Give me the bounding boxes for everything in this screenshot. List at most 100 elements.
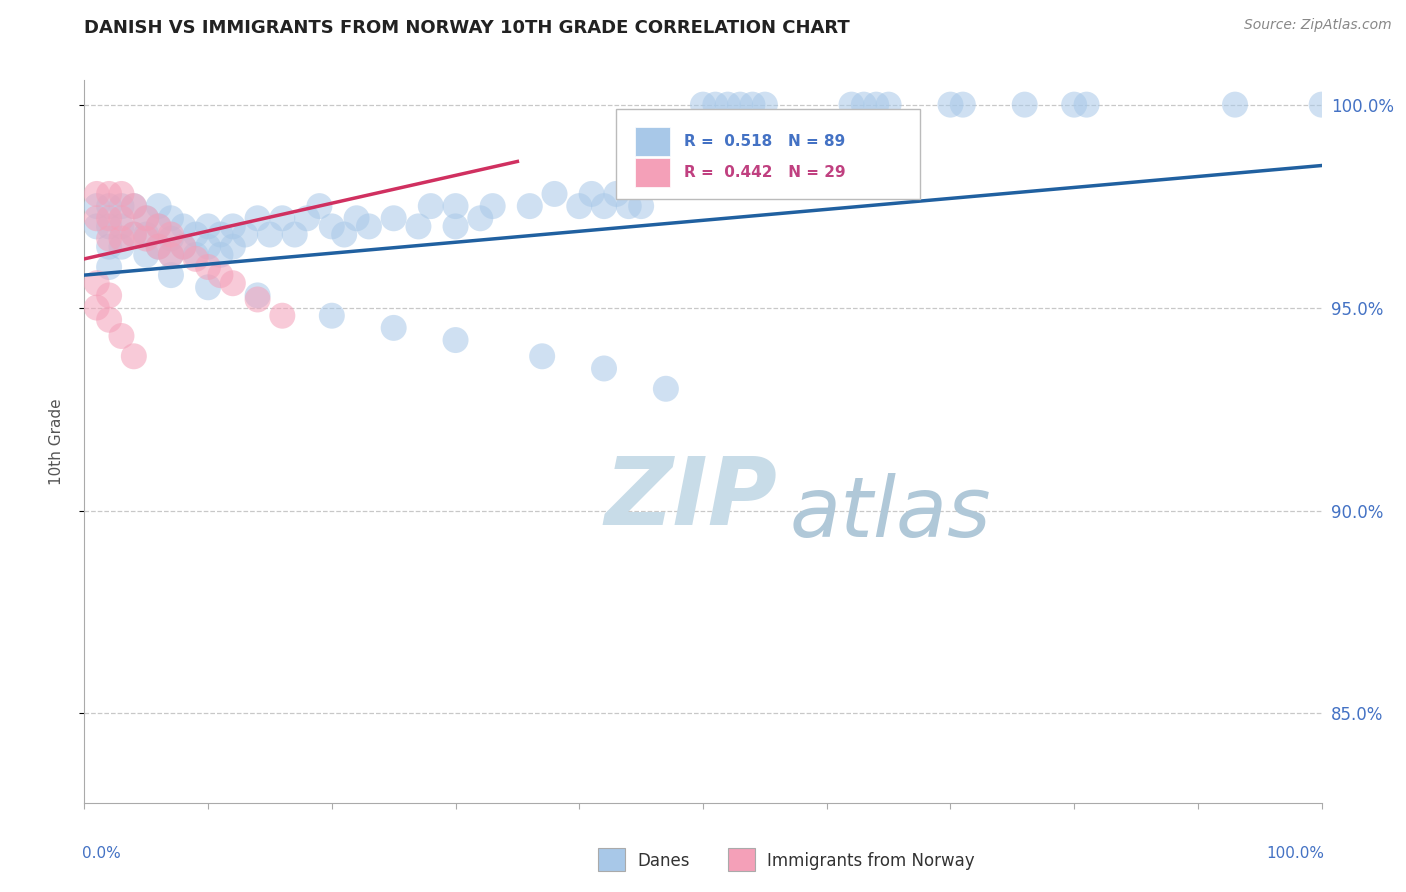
Point	[617, 199, 640, 213]
Point	[110, 211, 132, 226]
Point	[160, 268, 183, 282]
Point	[98, 219, 121, 234]
Point	[728, 97, 751, 112]
Text: ZIP: ZIP	[605, 453, 778, 545]
Point	[135, 211, 157, 226]
Point	[271, 211, 294, 226]
Point	[470, 211, 492, 226]
Bar	[636, 158, 669, 187]
Point	[284, 227, 307, 242]
Point	[630, 199, 652, 213]
Text: DANISH VS IMMIGRANTS FROM NORWAY 10TH GRADE CORRELATION CHART: DANISH VS IMMIGRANTS FROM NORWAY 10TH GR…	[84, 19, 851, 37]
Point	[197, 260, 219, 274]
Point	[160, 248, 183, 262]
Point	[122, 349, 145, 363]
Point	[122, 199, 145, 213]
Point	[1310, 97, 1333, 112]
Point	[148, 219, 170, 234]
Point	[98, 312, 121, 326]
Point	[308, 199, 330, 213]
Point	[86, 211, 108, 226]
Point	[98, 199, 121, 213]
Point	[172, 240, 194, 254]
Point	[704, 97, 727, 112]
Point	[98, 260, 121, 274]
Point	[222, 277, 245, 291]
Point	[444, 219, 467, 234]
Point	[852, 97, 875, 112]
Point	[741, 97, 763, 112]
Point	[593, 361, 616, 376]
Point	[160, 211, 183, 226]
Point	[865, 97, 887, 112]
Point	[184, 248, 207, 262]
Point	[222, 240, 245, 254]
Point	[531, 349, 554, 363]
Point	[754, 97, 776, 112]
Point	[568, 199, 591, 213]
Bar	[598, 848, 626, 871]
Point	[246, 293, 269, 307]
Point	[110, 219, 132, 234]
Point	[184, 252, 207, 266]
Point	[160, 231, 183, 245]
Point	[444, 199, 467, 213]
Point	[122, 227, 145, 242]
Point	[444, 333, 467, 347]
Point	[110, 240, 132, 254]
Point	[172, 219, 194, 234]
Point	[382, 211, 405, 226]
Point	[519, 199, 541, 213]
Point	[419, 199, 441, 213]
Point	[841, 97, 863, 112]
Point	[939, 97, 962, 112]
Point	[1014, 97, 1036, 112]
Point	[271, 309, 294, 323]
Point	[259, 227, 281, 242]
Point	[148, 240, 170, 254]
Point	[122, 199, 145, 213]
Point	[333, 227, 356, 242]
Bar	[728, 848, 755, 871]
Point	[655, 382, 678, 396]
FancyBboxPatch shape	[616, 109, 920, 200]
Point	[184, 227, 207, 242]
Point	[408, 219, 430, 234]
Point	[382, 321, 405, 335]
Point	[952, 97, 974, 112]
Point	[321, 219, 343, 234]
Point	[98, 186, 121, 201]
Point	[209, 227, 232, 242]
Text: R =  0.442   N = 29: R = 0.442 N = 29	[685, 165, 846, 180]
Point	[1076, 97, 1098, 112]
Point	[98, 231, 121, 245]
Point	[295, 211, 318, 226]
Text: 0.0%: 0.0%	[82, 847, 121, 861]
Point	[135, 231, 157, 245]
Point	[135, 227, 157, 242]
Point	[233, 227, 256, 242]
Text: Source: ZipAtlas.com: Source: ZipAtlas.com	[1244, 18, 1392, 32]
Point	[148, 219, 170, 234]
Point	[148, 240, 170, 254]
Bar	[636, 128, 669, 156]
Point	[246, 211, 269, 226]
Point	[135, 211, 157, 226]
Point	[197, 219, 219, 234]
Point	[543, 186, 565, 201]
Point	[197, 240, 219, 254]
Point	[98, 288, 121, 302]
Point	[148, 199, 170, 213]
Point	[98, 211, 121, 226]
Point	[877, 97, 900, 112]
Point	[110, 199, 132, 213]
Point	[593, 199, 616, 213]
Point	[1063, 97, 1085, 112]
Point	[581, 186, 603, 201]
Text: 100.0%: 100.0%	[1267, 847, 1324, 861]
Point	[86, 277, 108, 291]
Point	[222, 219, 245, 234]
Point	[481, 199, 503, 213]
Point	[346, 211, 368, 226]
Point	[321, 309, 343, 323]
